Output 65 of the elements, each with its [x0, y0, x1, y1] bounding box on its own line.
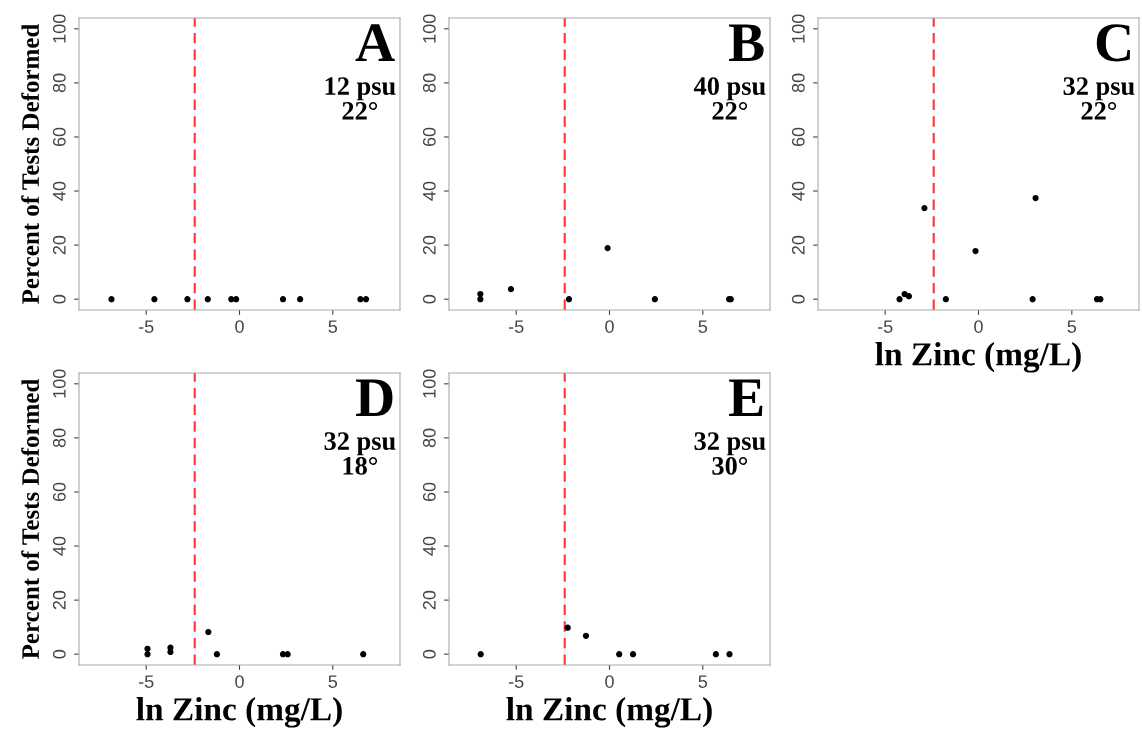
y-axis-title: Percent of Tests Deformed [21, 378, 40, 659]
annotation: 12 psu [325, 77, 396, 101]
x-tick-label: -5 [138, 320, 154, 333]
y-tick-label: 80 [422, 73, 436, 93]
y-tick-label: 80 [791, 73, 805, 93]
y-tick-label: 60 [791, 127, 805, 147]
x-tick-label: 0 [235, 675, 244, 688]
y-tick-label: 0 [422, 294, 436, 304]
y-tick-label: 40 [422, 181, 436, 201]
y-tick-label: 100 [52, 369, 66, 398]
annotation: 32 psu [1063, 77, 1135, 101]
x-tick-label: -5 [138, 675, 154, 688]
annotation: E [729, 379, 763, 416]
y-tick-label: 80 [422, 428, 436, 448]
y-tick-label: 0 [791, 294, 805, 304]
y-tick-label: 20 [52, 235, 66, 255]
x-axis-title: ln Zinc (mg/L) [506, 697, 712, 728]
annotation: D [356, 379, 393, 417]
y-tick-label: 40 [52, 181, 66, 201]
annotation: 22° [1081, 101, 1117, 120]
x-axis-title: ln Zinc (mg/L) [136, 697, 342, 728]
y-tick-label: 20 [422, 235, 436, 255]
y-tick-label: 0 [422, 649, 436, 659]
x-tick-label: 5 [328, 675, 338, 688]
x-tick-label: 0 [974, 320, 983, 333]
y-tick-label: 60 [52, 482, 66, 502]
y-tick-label: 100 [422, 14, 436, 43]
y-tick-label: 20 [422, 590, 436, 610]
y-tick-label: 80 [52, 73, 66, 93]
annotation: B [729, 24, 764, 62]
x-tick-label: -5 [508, 320, 524, 333]
y-tick-label: 100 [791, 14, 805, 43]
annotation: 40 psu [693, 77, 766, 101]
annotation: 22° [712, 101, 748, 120]
y-tick-label: 40 [52, 536, 66, 556]
x-tick-label: 5 [1067, 320, 1077, 333]
x-tick-label: 5 [698, 675, 708, 688]
y-axis-title: Percent of Tests Deformed [21, 23, 40, 304]
x-tick-label: 5 [698, 320, 708, 333]
y-tick-label: 60 [52, 127, 66, 147]
y-tick-label: 60 [422, 482, 436, 502]
y-tick-label: 0 [52, 294, 66, 304]
x-tick-label: 5 [328, 320, 338, 333]
annotation: 30° [712, 456, 748, 475]
y-tick-label: 100 [52, 14, 66, 43]
annotation: 32 psu [694, 432, 766, 456]
y-tick-label: 80 [52, 428, 66, 448]
annotation: 32 psu [324, 432, 396, 456]
x-tick-label: 0 [235, 320, 244, 333]
x-tick-label: -5 [508, 675, 524, 688]
y-tick-label: 40 [422, 536, 436, 556]
annotation: 18° [343, 456, 378, 475]
annotation: A [355, 24, 395, 61]
x-tick-label: 0 [605, 675, 614, 688]
x-axis-title: ln Zinc (mg/L) [875, 342, 1081, 373]
y-tick-label: 0 [52, 649, 66, 659]
x-tick-label: -5 [877, 320, 893, 333]
y-tick-label: 40 [791, 181, 805, 201]
annotation: 22° [342, 101, 378, 120]
y-tick-label: 20 [791, 235, 805, 255]
annotation: C [1096, 24, 1130, 62]
x-tick-label: 0 [605, 320, 614, 333]
y-tick-label: 60 [422, 127, 436, 147]
y-tick-label: 100 [422, 369, 436, 398]
y-tick-label: 20 [52, 590, 66, 610]
